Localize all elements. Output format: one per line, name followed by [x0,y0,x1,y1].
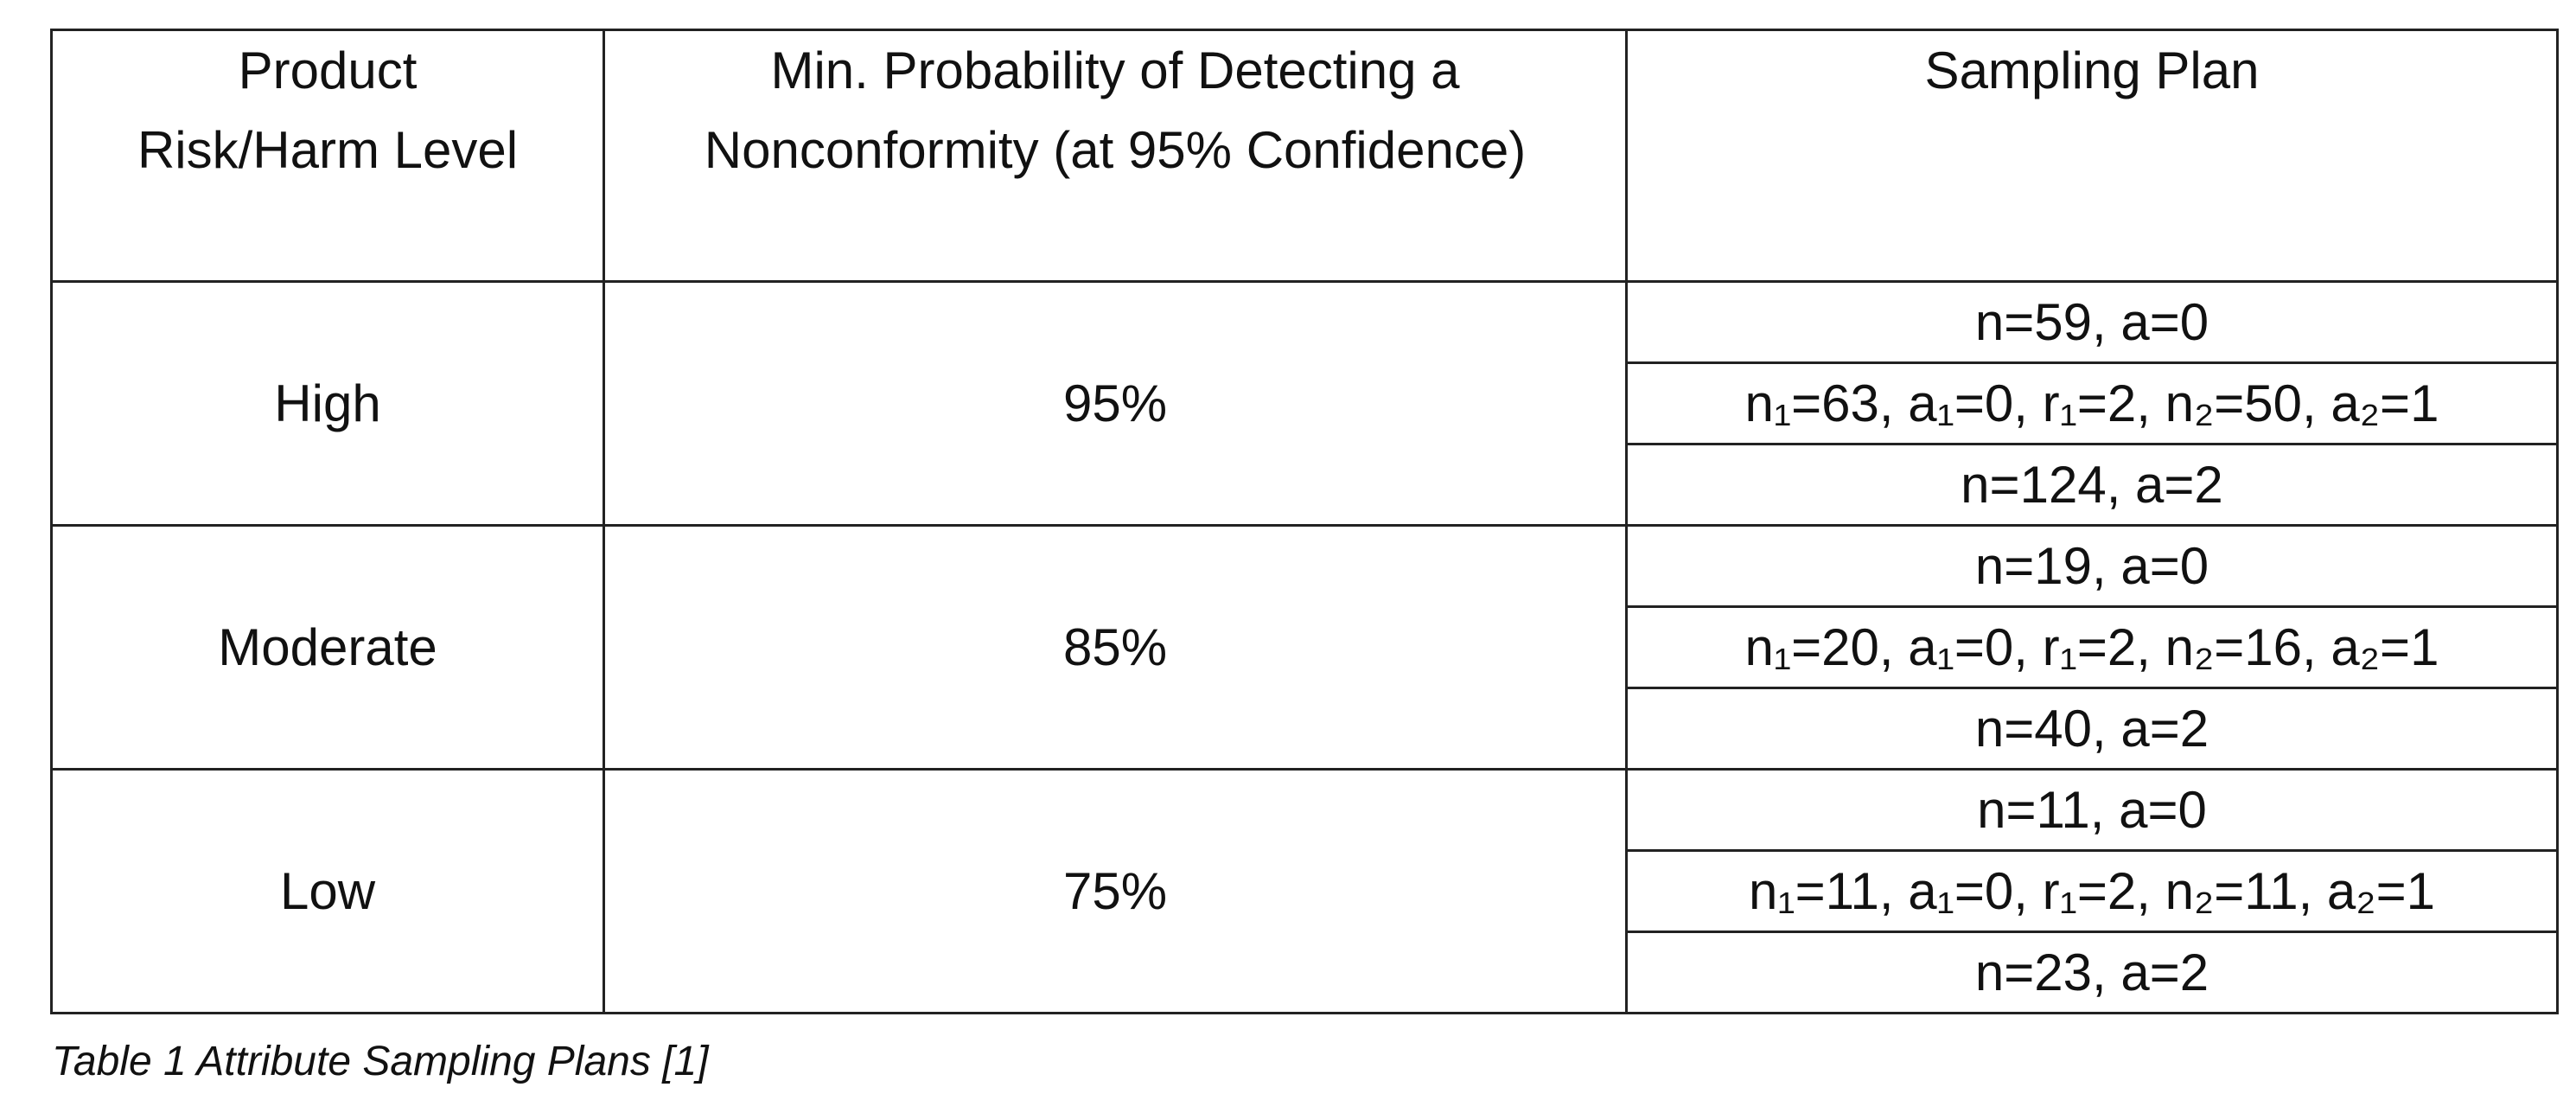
table-row: Low 75% n=11, a=0 [50,768,2559,1014]
plan-cell: n=59, a=0 [1625,280,2559,364]
plan-cell: n₁=11, a₁=0, r₁=2, n₂=11, a₂=1 [1625,849,2559,933]
header-text: Sampling Plan [1924,42,2260,99]
plan-cell: n=23, a=2 [1625,931,2559,1014]
header-cell: Sampling Plan [1625,29,2559,283]
probability-cell: 95% [603,280,1628,527]
table-row: High 95% n=59, a=0 [50,280,2559,527]
sampling-table: Product Risk/Harm Level Min. Probability… [50,29,2559,1014]
table-row: n=23, a=2 [52,931,2559,1014]
probability-cell: 85% [603,524,1628,771]
plan-cell: n=124, a=2 [1625,443,2559,527]
risk-level-cell: Moderate [50,524,605,771]
probability-cell: 75% [603,768,1628,1014]
table-row: Moderate 85% n=19, a=0 [50,524,2559,771]
table-row: n₁=63, a₁=0, r₁=2, n₂=50, a₂=1 [52,361,2559,445]
header-text: Product Risk/Harm Level [137,42,519,179]
table-row: n=124, a=2 [52,443,2559,527]
plan-cell: n=11, a=0 [1625,768,2559,852]
risk-level-cell: Low [50,768,605,1014]
plan-cell: n=19, a=0 [1625,524,2559,608]
table-row: n=40, a=2 [52,687,2559,771]
plan-cell: n=40, a=2 [1625,687,2559,771]
plan-cell: n₁=20, a₁=0, r₁=2, n₂=16, a₂=1 [1625,605,2559,689]
header-text: Min. Probability of Detecting a Nonconfo… [704,42,1527,179]
header-row: Product Risk/Harm Level Min. Probability… [50,29,2559,283]
risk-level-cell: High [50,280,605,527]
header-cell: Product Risk/Harm Level [50,29,605,283]
table-body: High 95% n=59, a=0 n₁=63, a₁=0, r₁=2, n₂=50… [50,280,2559,1014]
table-row: n₁=20, a₁=0, r₁=2, n₂=16, a₂=1 [52,605,2559,689]
table-row: n₁=11, a₁=0, r₁=2, n₂=11, a₂=1 [52,849,2559,933]
plan-cell: n₁=63, a₁=0, r₁=2, n₂=50, a₂=1 [1625,361,2559,445]
caption: Table 1 Attribute Sampling Plans [1] [52,1039,709,1084]
header-cell: Min. Probability of Detecting a Nonconfo… [603,29,1628,283]
